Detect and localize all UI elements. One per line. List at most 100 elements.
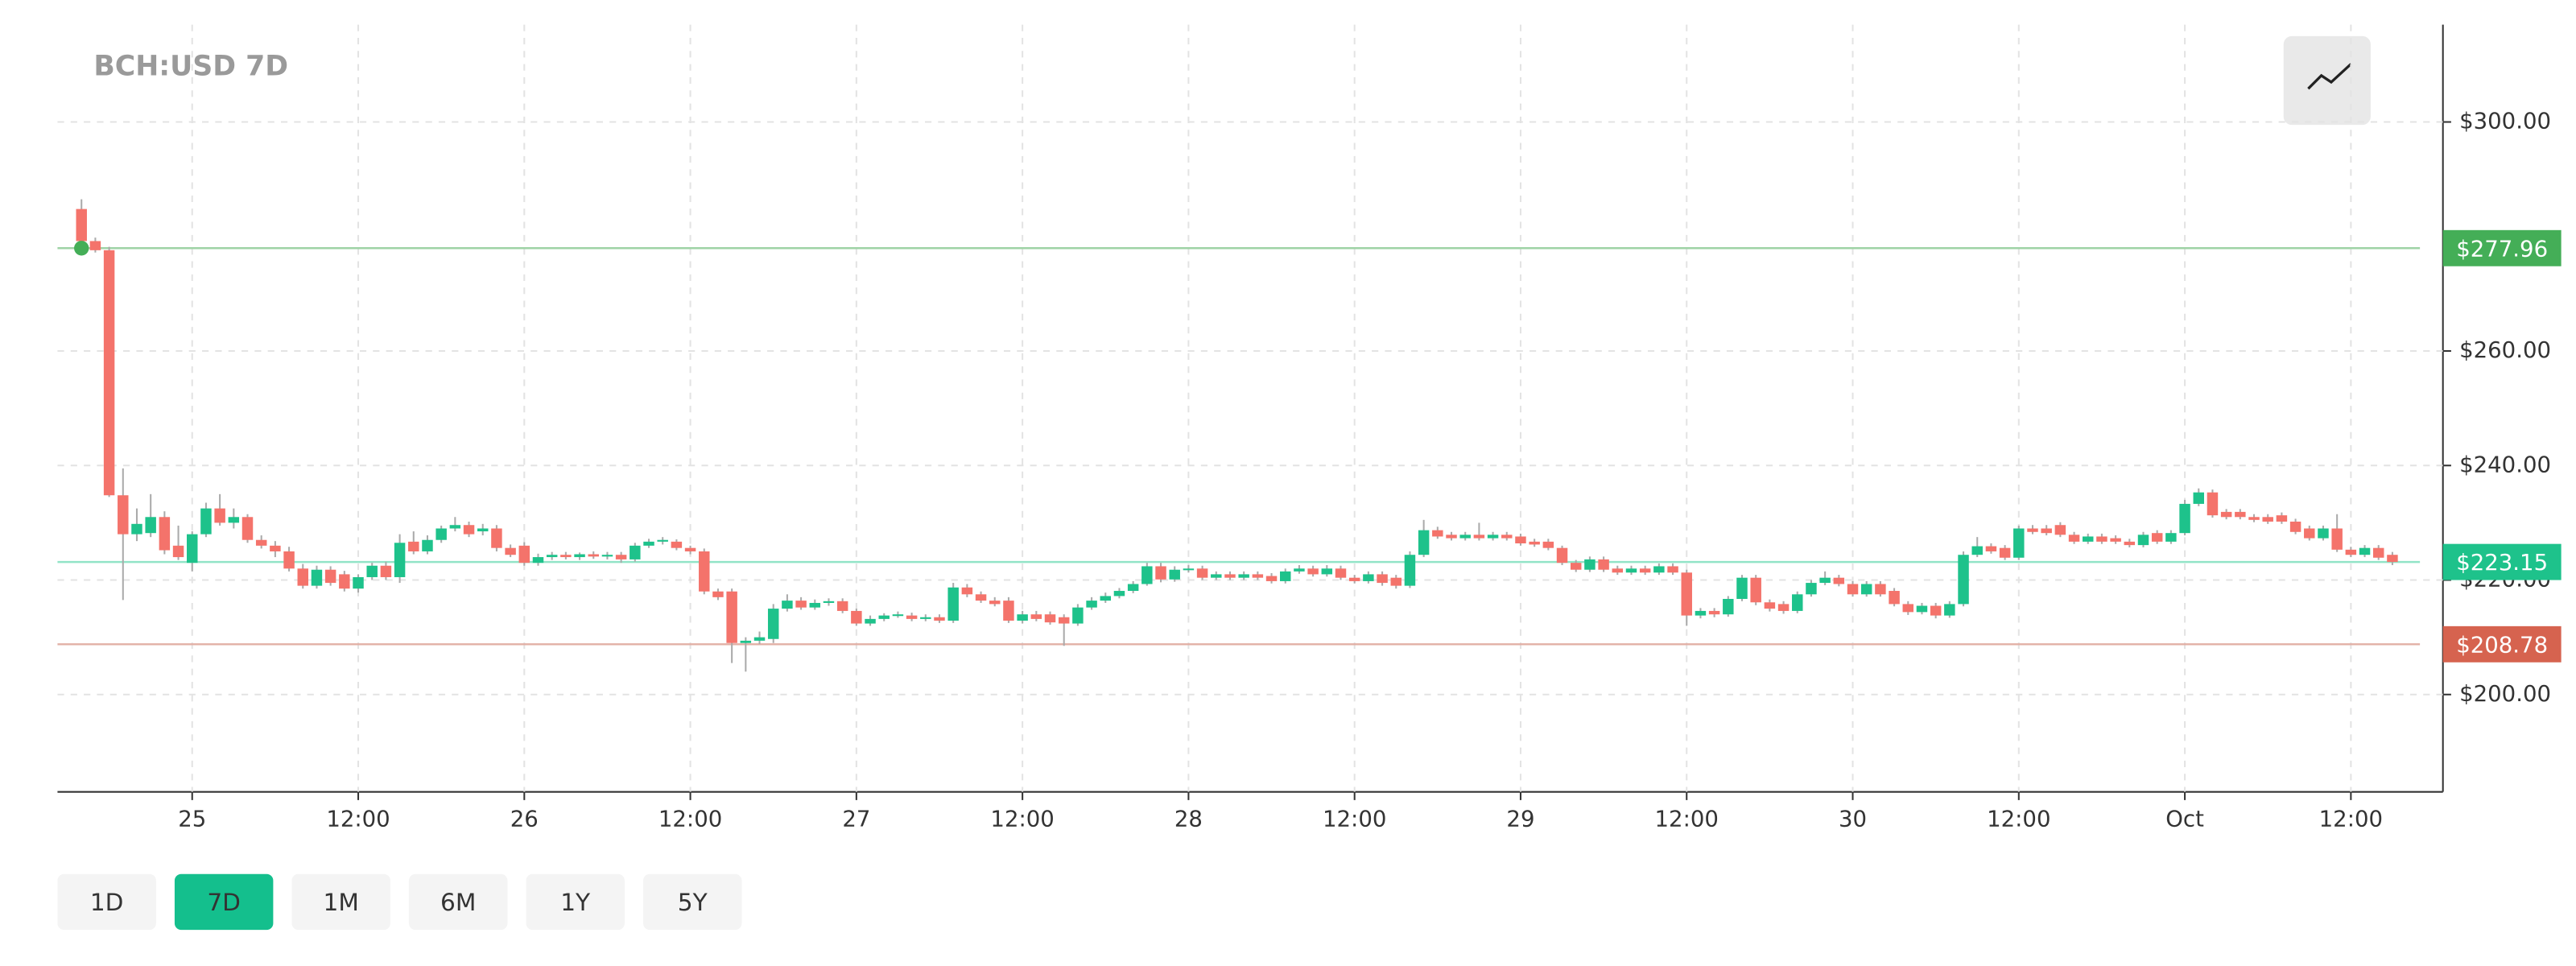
line-chart-icon[interactable] bbox=[2307, 63, 2352, 90]
candle-body bbox=[684, 547, 696, 551]
candle-body bbox=[2345, 549, 2357, 555]
range-button[interactable] bbox=[291, 873, 390, 931]
candle-body bbox=[1487, 535, 1499, 539]
candle-body bbox=[1030, 614, 1042, 619]
candle-body bbox=[1169, 569, 1180, 580]
x-tick-label: 25 bbox=[178, 806, 206, 832]
candle-body bbox=[339, 574, 350, 589]
candle-body bbox=[2096, 536, 2107, 542]
candle-body bbox=[1944, 604, 1955, 616]
range-button[interactable] bbox=[642, 873, 742, 931]
candle-body bbox=[878, 615, 890, 619]
x-tick-label: 12:00 bbox=[658, 806, 722, 832]
candle-body bbox=[463, 525, 475, 535]
candle-body bbox=[1806, 583, 1817, 595]
chart-title: BCH:USD 7D bbox=[93, 51, 288, 83]
candle-body bbox=[1764, 602, 1776, 609]
candle-body bbox=[1723, 598, 1734, 615]
candle-body bbox=[324, 569, 336, 584]
candle-body bbox=[1196, 568, 1208, 578]
candle-body bbox=[1819, 577, 1831, 584]
range-button-label[interactable]: 5Y bbox=[678, 889, 708, 916]
candle-body bbox=[671, 541, 683, 548]
candle-body bbox=[477, 528, 489, 532]
candle-body bbox=[1003, 601, 1014, 621]
candle-body bbox=[989, 601, 1001, 605]
range-button-label[interactable]: 1Y bbox=[560, 889, 591, 916]
candle-body bbox=[1127, 584, 1139, 592]
candle-body bbox=[366, 565, 378, 577]
candle-body bbox=[1889, 591, 1900, 605]
candle-body bbox=[601, 555, 613, 557]
y-tick-label: $240.00 bbox=[2459, 452, 2551, 477]
range-button-label[interactable]: 1D bbox=[90, 889, 124, 916]
candle-body bbox=[2372, 547, 2384, 558]
candle-body bbox=[2054, 525, 2066, 535]
candle-body bbox=[1459, 535, 1471, 539]
candle-body bbox=[1930, 605, 1942, 616]
x-tick-label: 12:00 bbox=[990, 806, 1054, 832]
candle-body bbox=[1833, 577, 1845, 584]
start-dot bbox=[74, 241, 89, 256]
range-button[interactable] bbox=[408, 873, 508, 931]
candle-body bbox=[228, 517, 240, 523]
candle-body bbox=[560, 555, 572, 558]
candle-body bbox=[1404, 555, 1416, 586]
x-tick-label: 27 bbox=[842, 806, 870, 832]
candle-body bbox=[1432, 530, 1443, 537]
candle-body bbox=[380, 565, 392, 577]
range-button[interactable] bbox=[526, 873, 625, 931]
candle-body bbox=[1902, 604, 1914, 613]
candle-body bbox=[131, 523, 142, 535]
candle-body bbox=[1971, 546, 1983, 555]
candle-body bbox=[1570, 563, 1582, 570]
candle-body bbox=[2207, 492, 2219, 516]
range-button-label[interactable]: 1M bbox=[324, 889, 359, 916]
candle-body bbox=[283, 551, 295, 569]
candle-body bbox=[1183, 568, 1195, 571]
candle-body bbox=[1390, 577, 1402, 586]
candle-body bbox=[1916, 605, 1928, 613]
candle-body bbox=[1875, 584, 1886, 595]
candle-body bbox=[2387, 555, 2398, 563]
candle-body bbox=[712, 591, 724, 597]
candle-body bbox=[1086, 601, 1097, 608]
range-button-label[interactable]: 6M bbox=[440, 889, 476, 916]
x-tick-label: 12:00 bbox=[1655, 806, 1719, 832]
candle-body bbox=[1446, 535, 1457, 539]
candle-body bbox=[1058, 617, 1070, 624]
candle-body bbox=[449, 525, 461, 529]
candle-body bbox=[1017, 614, 1028, 621]
candle-body bbox=[1598, 559, 1609, 570]
candle-body bbox=[2235, 511, 2246, 518]
candle-body bbox=[1792, 594, 1803, 611]
candle-body bbox=[1529, 541, 1540, 545]
candle-body bbox=[809, 602, 821, 608]
price-label: $208.78 bbox=[2456, 632, 2548, 658]
x-tick-label: 12:00 bbox=[1987, 806, 2050, 832]
candle-body bbox=[1252, 574, 1264, 578]
candle-body bbox=[753, 637, 766, 641]
candle-body bbox=[1584, 559, 1596, 570]
candle-body bbox=[947, 587, 959, 621]
candle-body bbox=[782, 601, 793, 609]
candle-body bbox=[436, 528, 447, 540]
candle-body bbox=[1072, 607, 1084, 624]
price-label: $223.15 bbox=[2456, 550, 2548, 576]
candle-body bbox=[2124, 541, 2136, 546]
range-button[interactable] bbox=[174, 873, 274, 931]
candle-body bbox=[1958, 555, 1969, 605]
range-button[interactable] bbox=[57, 873, 156, 931]
candle-body bbox=[865, 618, 876, 624]
candle-body bbox=[1612, 568, 1624, 573]
candle-body bbox=[2151, 533, 2163, 542]
range-button-label[interactable]: 7D bbox=[207, 889, 241, 916]
candle-body bbox=[892, 614, 904, 617]
candle-body bbox=[311, 569, 323, 586]
candle-body bbox=[422, 539, 433, 551]
candle-body bbox=[2013, 528, 2025, 558]
candle-body bbox=[920, 617, 931, 619]
chart-type-button[interactable] bbox=[2283, 35, 2371, 126]
candle-body bbox=[518, 545, 530, 564]
